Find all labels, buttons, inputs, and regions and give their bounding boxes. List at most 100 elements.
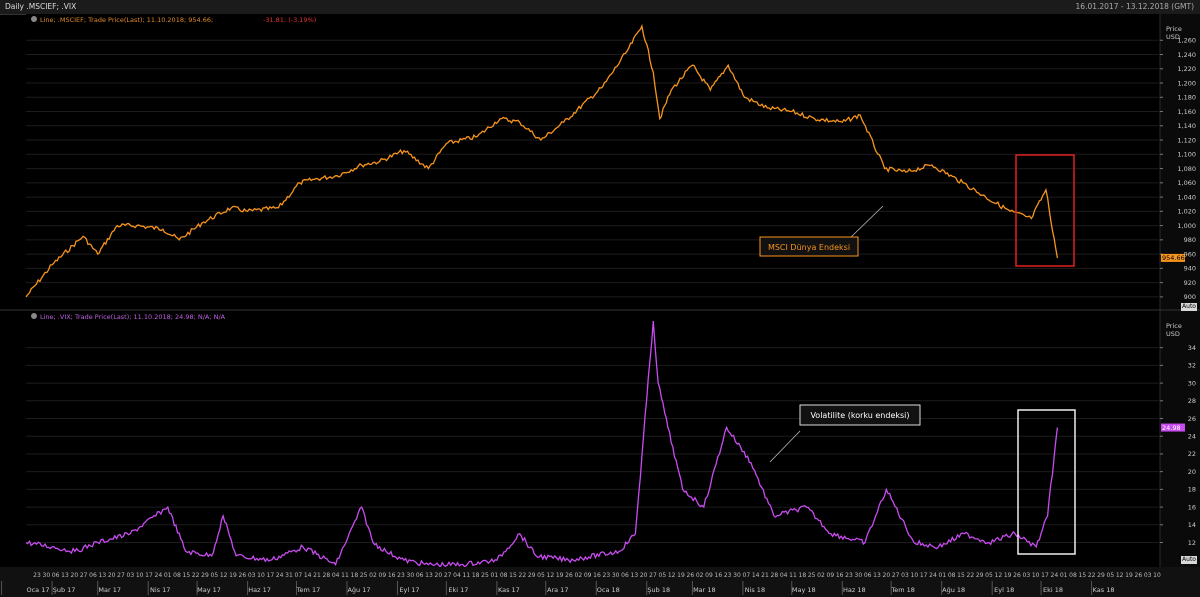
msci-annotation-box bbox=[759, 236, 859, 257]
x-day-label: 19 bbox=[556, 572, 564, 579]
x-day-label: 23 bbox=[845, 572, 853, 579]
y-tick-label: 30 bbox=[1188, 379, 1196, 387]
x-day-label: 21 bbox=[761, 572, 769, 579]
x-day-label: 19 bbox=[1004, 572, 1012, 579]
y-tick-label: 940 bbox=[1184, 265, 1196, 273]
vix-annotation-pointer bbox=[769, 430, 801, 463]
x-day-label: 03 bbox=[1023, 572, 1031, 579]
x-day-label: 15 bbox=[509, 572, 517, 579]
x-month-label: Şub 17 bbox=[53, 586, 76, 594]
x-month-label: Ağu 17 bbox=[347, 586, 370, 594]
x-month-label: Eyl 17 bbox=[399, 586, 419, 594]
x-day-label: 26 bbox=[1013, 572, 1021, 579]
y-tick-label: 24 bbox=[1188, 433, 1196, 441]
x-day-label: 05 bbox=[211, 572, 219, 579]
x-day-label: 20 bbox=[71, 572, 79, 579]
y-tick-label: 960 bbox=[1184, 250, 1196, 258]
x-day-label: 02 bbox=[696, 572, 704, 579]
top-unit-label: USD bbox=[1166, 33, 1180, 41]
y-tick-label: 1,100 bbox=[1177, 151, 1196, 159]
y-tick-label: 1,040 bbox=[1177, 193, 1196, 201]
x-month-label: Oca 17 bbox=[26, 586, 49, 594]
x-day-label: 07 bbox=[295, 572, 303, 579]
x-day-label: 19 bbox=[1125, 572, 1133, 579]
x-month-label: Oca 18 bbox=[597, 586, 620, 594]
y-tick-label: 1,180 bbox=[1177, 94, 1196, 102]
x-day-label: 13 bbox=[425, 572, 433, 579]
x-day-label: 17 bbox=[267, 572, 275, 579]
x-month-label: Haz 17 bbox=[248, 586, 271, 594]
legend-bullet-icon[interactable] bbox=[31, 16, 37, 22]
x-day-label: 26 bbox=[1135, 572, 1143, 579]
x-day-label: 17 bbox=[920, 572, 928, 579]
bottom-last-value: 24.98 bbox=[1162, 424, 1181, 432]
y-tick-label: 900 bbox=[1184, 293, 1196, 301]
x-day-label: 25 bbox=[481, 572, 489, 579]
x-day-label: 30 bbox=[733, 572, 741, 579]
x-day-label: 11 bbox=[789, 572, 797, 579]
x-day-label: 30 bbox=[612, 572, 620, 579]
y-tick-label: 1,240 bbox=[1177, 51, 1196, 59]
x-day-label: 01 bbox=[1060, 572, 1068, 579]
x-day-label: 20 bbox=[435, 572, 443, 579]
vix-annotation-box bbox=[799, 404, 921, 426]
y-tick-label: 1,060 bbox=[1177, 179, 1196, 187]
x-day-label: 06 bbox=[52, 572, 60, 579]
x-day-label: 02 bbox=[817, 572, 825, 579]
x-day-label: 22 bbox=[967, 572, 975, 579]
x-day-label: 21 bbox=[313, 572, 321, 579]
x-day-label: 23 bbox=[397, 572, 405, 579]
y-tick-label: 1,200 bbox=[1177, 79, 1196, 87]
x-day-label: 04 bbox=[453, 572, 461, 579]
date-range: 16.01.2017 - 13.12.2018 (GMT) bbox=[1075, 2, 1194, 11]
x-month-label: Nis 18 bbox=[745, 586, 765, 594]
x-day-label: 08 bbox=[500, 572, 508, 579]
legend-bullet-icon[interactable] bbox=[31, 313, 37, 319]
y-tick-label: 22 bbox=[1188, 450, 1196, 458]
x-day-label: 25 bbox=[360, 572, 368, 579]
bottom-unit-label: USD bbox=[1166, 330, 1180, 338]
vix-series-line bbox=[25, 321, 1059, 568]
x-month-label: May 18 bbox=[792, 586, 816, 594]
x-month-labels: Oca 17 Şub 17 Mar 17 Nis 17 May 17 Haz 17 Tem … bbox=[1, 581, 1114, 595]
x-axis-background bbox=[0, 567, 1200, 597]
x-day-label: 19 bbox=[229, 572, 237, 579]
y-tick-label: 20 bbox=[1188, 468, 1196, 476]
x-day-label: 06 bbox=[89, 572, 97, 579]
x-day-label: 05 bbox=[985, 572, 993, 579]
x-day-label: 09 bbox=[827, 572, 835, 579]
x-day-label: 07 bbox=[743, 572, 751, 579]
top-gridlines bbox=[26, 39, 1160, 298]
top-auto-scale-button[interactable]: Auto bbox=[1181, 303, 1197, 311]
bottom-auto-scale-button[interactable]: Auto bbox=[1181, 556, 1197, 564]
x-day-label: 16 bbox=[388, 572, 396, 579]
x-day-label: 13 bbox=[61, 572, 69, 579]
bottom-price-label: Price bbox=[1166, 322, 1182, 330]
x-day-label: 22 bbox=[192, 572, 200, 579]
x-day-label: 06 bbox=[416, 572, 424, 579]
x-day-label: 05 bbox=[537, 572, 545, 579]
y-tick-label: 28 bbox=[1188, 397, 1196, 405]
x-day-label: 13 bbox=[873, 572, 881, 579]
x-day-label: 12 bbox=[547, 572, 555, 579]
x-day-label: 30 bbox=[43, 572, 51, 579]
y-tick-label: 32 bbox=[1188, 362, 1196, 370]
x-day-label: 09 bbox=[584, 572, 592, 579]
x-day-label: 24 bbox=[276, 572, 284, 579]
y-axis-background bbox=[1160, 14, 1200, 567]
x-month-label: May 17 bbox=[197, 586, 221, 594]
chart-title: Daily .MSCIEF; .VIX bbox=[5, 2, 77, 11]
x-day-label: 04 bbox=[780, 572, 788, 579]
x-day-label: 10 bbox=[1032, 572, 1040, 579]
x-day-labels: 23 30 06 13 20 27 06 13 20 27 03 10 17 24 01 08 15 22 29 05… bbox=[33, 572, 1161, 579]
x-day-label: 20 bbox=[883, 572, 891, 579]
x-day-label: 11 bbox=[341, 572, 349, 579]
msci-series-line bbox=[25, 23, 1059, 298]
x-day-label: 06 bbox=[864, 572, 872, 579]
x-day-label: 22 bbox=[1088, 572, 1096, 579]
x-month-label: Eki 18 bbox=[1043, 586, 1063, 594]
y-tick-label: 1,260 bbox=[1177, 37, 1196, 45]
x-day-label: 29 bbox=[201, 572, 209, 579]
y-tick-label: 18 bbox=[1188, 486, 1196, 494]
x-day-label: 19 bbox=[677, 572, 685, 579]
